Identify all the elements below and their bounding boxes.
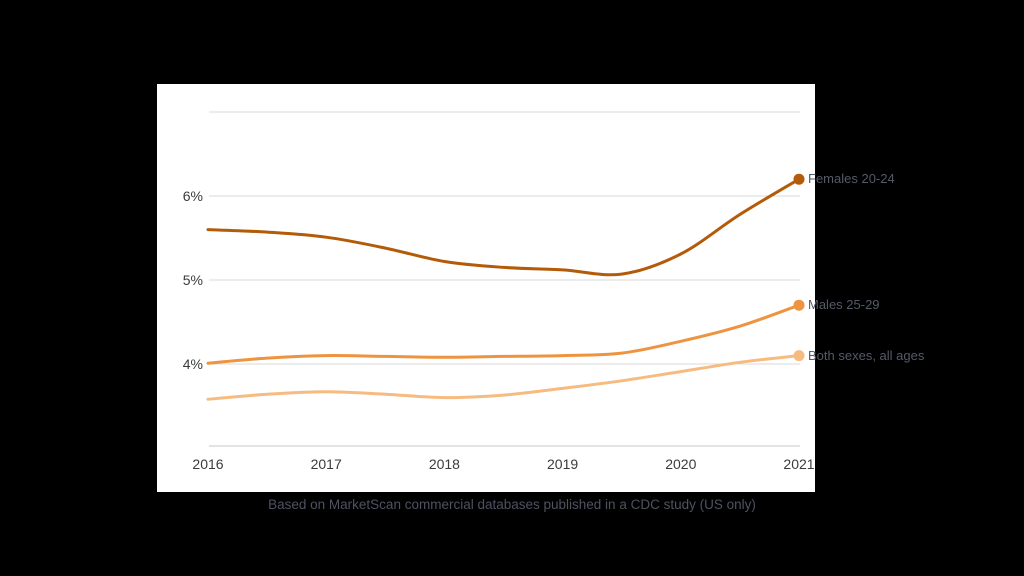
x-tick-2016: 2016 [192, 456, 224, 472]
chart-caption: Based on MarketScan commercial databases… [268, 497, 756, 512]
chart-panel [157, 84, 815, 492]
x-tick-2017: 2017 [310, 456, 342, 472]
x-tick-2018: 2018 [428, 456, 460, 472]
y-tick-5pct: 5% [182, 272, 203, 288]
x-tick-2019: 2019 [547, 456, 579, 472]
y-tick-4pct: 4% [182, 356, 203, 372]
series-label-males-25-29: Males 25-29 [808, 297, 880, 313]
y-tick-6pct: 6% [182, 188, 203, 204]
series-label-both-sexes-all-ages: Both sexes, all ages [808, 347, 925, 363]
x-tick-2020: 2020 [665, 456, 697, 472]
series-label-females-20-24: Females 20-24 [808, 171, 895, 187]
x-tick-2021: 2021 [783, 456, 815, 472]
